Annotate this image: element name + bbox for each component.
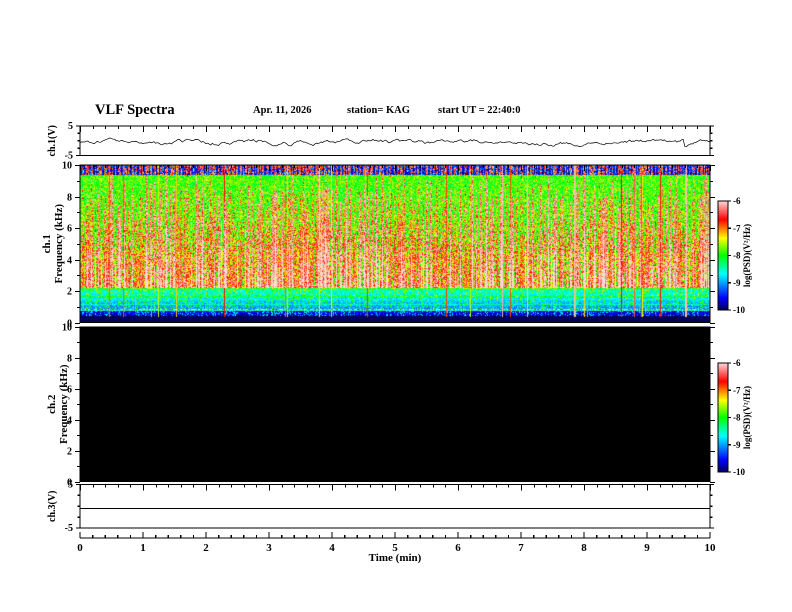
svg-text:10: 10 (62, 323, 72, 334)
svg-text:8: 8 (581, 542, 587, 554)
svg-text:2: 2 (67, 287, 72, 298)
svg-text:5: 5 (68, 121, 73, 132)
svg-text:-10: -10 (733, 305, 745, 315)
svg-text:6: 6 (455, 542, 461, 554)
svg-text:-8: -8 (733, 251, 741, 261)
svg-text:-8: -8 (733, 413, 741, 423)
svg-text:-5: -5 (65, 151, 73, 162)
svg-text:0: 0 (77, 542, 83, 554)
svg-text:-6: -6 (733, 358, 741, 368)
svg-text:0: 0 (67, 478, 72, 489)
svg-text:Time (min): Time (min) (369, 552, 422, 564)
svg-text:9: 9 (644, 542, 650, 554)
svg-text:4: 4 (329, 542, 335, 554)
svg-text:4: 4 (67, 416, 72, 427)
svg-text:6: 6 (67, 224, 72, 235)
svg-text:-9: -9 (733, 278, 741, 288)
svg-text:5: 5 (68, 480, 73, 491)
svg-text:ch.2: ch.2 (46, 394, 58, 414)
svg-text:0: 0 (67, 319, 72, 330)
svg-text:Frequency (kHz): Frequency (kHz) (53, 204, 65, 284)
svg-text:Apr. 11, 2026: Apr. 11, 2026 (253, 105, 312, 116)
svg-text:station= KAG: station= KAG (347, 105, 410, 116)
svg-text:5: 5 (392, 542, 398, 554)
svg-text:log(PSD)(V²/Hz): log(PSD)(V²/Hz) (742, 224, 752, 287)
svg-text:7: 7 (518, 542, 524, 554)
svg-text:-5: -5 (65, 523, 73, 534)
svg-text:ch.1: ch.1 (41, 234, 53, 253)
svg-text:10: 10 (62, 161, 72, 172)
svg-text:-6: -6 (733, 196, 741, 206)
svg-text:-9: -9 (733, 440, 741, 450)
svg-text:-7: -7 (733, 385, 741, 395)
svg-text:VLF Spectra: VLF Spectra (95, 102, 175, 118)
svg-text:8: 8 (67, 354, 72, 365)
svg-text:start UT = 22:40:0: start UT = 22:40:0 (438, 105, 521, 116)
svg-text:log(PSD)(V²/Hz): log(PSD)(V²/Hz) (742, 386, 752, 449)
svg-text:-10: -10 (733, 467, 745, 477)
svg-text:3: 3 (266, 542, 272, 554)
svg-text:6: 6 (67, 385, 72, 396)
svg-text:ch.1(V): ch.1(V) (47, 125, 58, 156)
svg-text:-7: -7 (733, 223, 741, 233)
svg-text:1: 1 (140, 542, 146, 554)
svg-text:2: 2 (203, 542, 209, 554)
svg-text:ch.3(V): ch.3(V) (47, 491, 58, 522)
svg-text:2: 2 (67, 447, 72, 458)
svg-text:4: 4 (67, 256, 72, 267)
svg-text:10: 10 (705, 542, 717, 554)
svg-text:Frequency (kHz): Frequency (kHz) (58, 364, 70, 444)
svg-text:8: 8 (67, 193, 72, 204)
